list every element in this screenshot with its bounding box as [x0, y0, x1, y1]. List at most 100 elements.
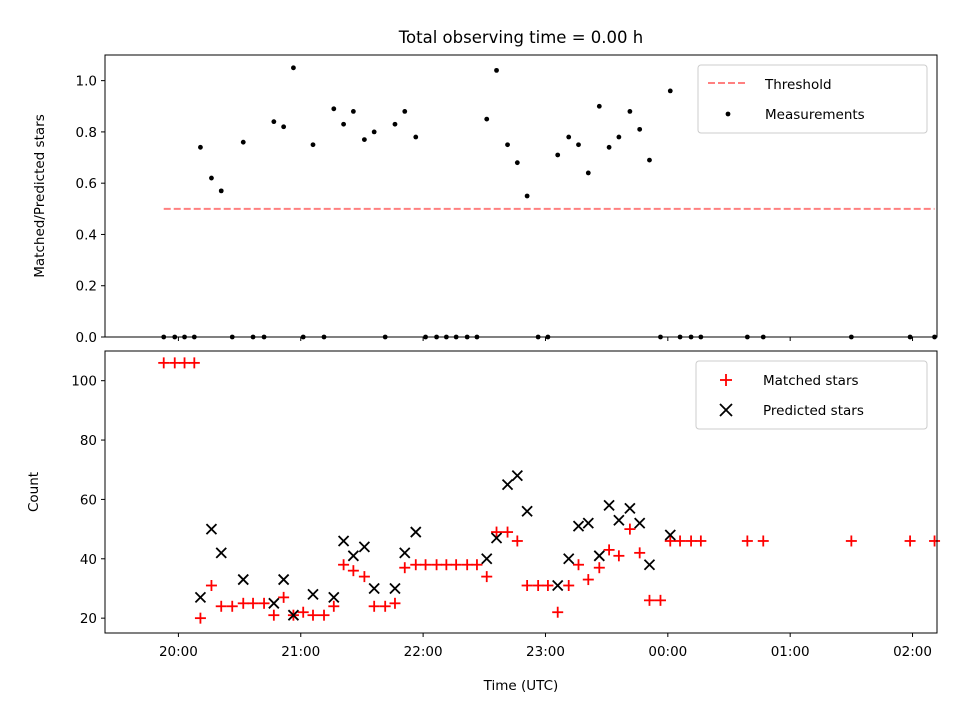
top-panel: 0.0 0.2 0.4 0.6 0.8 1.0 Matched/Predicted sta… — [32, 54, 938, 346]
bottom-legend-box — [695, 360, 928, 430]
predicted-star-marker — [389, 582, 401, 595]
matched-star-marker — [297, 606, 309, 618]
chart-title: Total observing time = 0.00 h — [398, 28, 643, 47]
measurement-point — [402, 109, 408, 114]
matched-star-marker — [226, 600, 238, 612]
predicted-star-marker — [582, 517, 594, 529]
matched-star-marker — [278, 591, 290, 603]
matched-star-marker — [188, 357, 200, 369]
predicted-star-marker — [481, 553, 493, 565]
matched-star-marker — [169, 357, 181, 369]
predicted-star-marker — [347, 550, 360, 562]
predicted-star-marker — [603, 499, 615, 511]
bottom-y-axis-label: Count — [26, 472, 42, 512]
bottom-panel: 20 40 60 80 100 20:00 21:00 22:00 23:00 00:00 01:0… — [26, 350, 941, 694]
matched-star-marker — [582, 574, 594, 586]
matched-star-marker — [347, 565, 359, 577]
predicted-star-marker — [552, 579, 564, 592]
matched-star-marker — [593, 562, 605, 574]
top-y-tick-label: 0.6 — [76, 176, 97, 192]
matched-star-marker — [431, 559, 443, 571]
matched-star-marker — [215, 600, 227, 612]
measurement-point — [413, 134, 419, 140]
matched-star-marker — [399, 562, 411, 574]
measurement-point — [310, 142, 316, 148]
matched-star-marker — [624, 523, 636, 535]
matched-star-marker — [542, 580, 554, 592]
predicted-star-marker — [328, 591, 340, 604]
measurement-point — [514, 160, 520, 166]
measurement-point — [637, 126, 643, 132]
top-legend: Threshold Measurements — [697, 64, 928, 134]
measurement-point — [291, 65, 296, 71]
matched-star-marker — [440, 559, 452, 571]
predicted-star-marker — [563, 553, 575, 565]
predicted-star-marker — [215, 547, 227, 559]
x-tick-label: 23:00 — [526, 644, 565, 660]
matched-star-marker — [674, 535, 686, 547]
matched-star-marker — [194, 612, 206, 624]
measurement-point — [361, 137, 367, 143]
measurement-point — [524, 193, 530, 199]
top-y-axis-label: Matched/Predicted stars — [32, 114, 48, 277]
measurement-point — [392, 121, 398, 127]
predicted-star-marker — [237, 573, 249, 586]
bottom-y-tick-label: 20 — [80, 611, 97, 627]
matched-star-marker — [573, 559, 585, 571]
legend-matched-label: Matched stars — [763, 373, 859, 389]
matched-star-marker — [532, 580, 544, 592]
matched-star-marker — [603, 544, 615, 556]
matched-star-marker — [328, 600, 340, 612]
predicted-star-marker — [399, 547, 411, 559]
matched-star-marker — [461, 559, 473, 571]
predicted-star-marker — [511, 470, 523, 482]
matched-star-marker — [338, 559, 350, 571]
top-y-tick-label: 0.8 — [76, 125, 97, 141]
predicted-star-marker — [268, 597, 280, 609]
matched-star-marker — [179, 357, 191, 369]
predicted-star-marker — [501, 478, 514, 491]
matched-star-marker — [420, 559, 432, 571]
matched-star-marker — [741, 535, 753, 547]
measurement-point — [616, 134, 622, 140]
legend-predicted-label: Predicted stars — [763, 403, 864, 419]
matched-star-marker — [685, 535, 697, 547]
x-tick-label: 20:00 — [159, 644, 198, 660]
top-y-tick-label: 0.4 — [76, 227, 97, 243]
predicted-star-marker — [634, 517, 646, 529]
matched-star-marker — [757, 535, 769, 547]
bottom-y-tick-label: 80 — [80, 433, 97, 449]
measurement-point — [627, 109, 633, 114]
x-tick-label: 21:00 — [281, 644, 320, 660]
x-tick-label: 22:00 — [404, 644, 443, 660]
matched-star-marker — [613, 550, 625, 562]
predicted-star-marker — [287, 609, 300, 621]
legend-measurements-label: Measurements — [765, 107, 865, 123]
matched-star-marker — [643, 594, 655, 606]
predicted-star-marker — [307, 588, 319, 601]
top-legend-box — [697, 64, 928, 134]
bottom-y-tick-label: 40 — [80, 552, 97, 568]
measurement-point — [667, 88, 673, 94]
measurement-point — [331, 106, 337, 112]
matched-star-marker — [929, 535, 941, 547]
measurement-point — [505, 142, 510, 148]
matched-star-marker — [904, 535, 916, 547]
measurement-point — [271, 119, 277, 125]
bottom-legend: Matched stars Predicted stars — [695, 360, 928, 430]
measurement-point — [566, 134, 572, 140]
matched-star-marker — [491, 526, 503, 538]
top-y-tick-label: 0.0 — [76, 330, 97, 346]
measurement-point — [209, 175, 214, 181]
measurement-point — [576, 142, 581, 148]
x-tick-label: 01:00 — [771, 644, 810, 660]
x-axis-label: Time (UTC) — [483, 678, 559, 694]
measurement-point — [647, 157, 652, 163]
measurement-point — [240, 139, 246, 145]
matched-star-marker — [563, 580, 575, 592]
measurement-point — [198, 144, 203, 150]
top-plot-marks — [161, 65, 937, 340]
matched-star-marker — [358, 571, 370, 583]
top-y-tick-label: 1.0 — [76, 74, 97, 90]
